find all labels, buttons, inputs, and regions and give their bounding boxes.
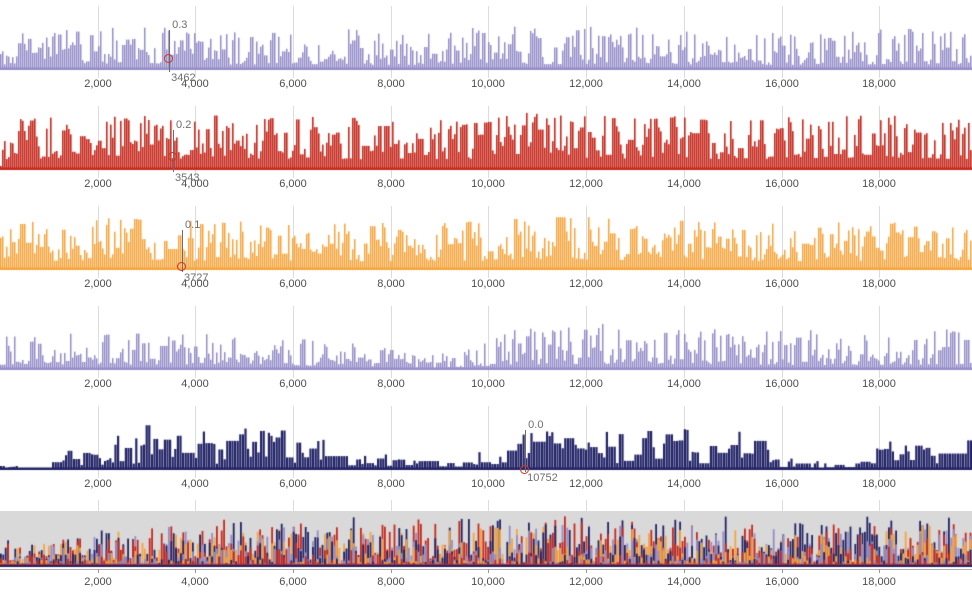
axis-tick-label: 14,000 [667, 576, 701, 588]
axis-tick-label: 10,000 [471, 278, 505, 290]
axis-tick-label: 10,000 [471, 178, 505, 190]
axis-tick-label: 10,000 [471, 576, 505, 588]
axis-tick-label: 8,000 [377, 378, 405, 390]
cursor-position-label: 10752 [527, 472, 558, 484]
axis-tick-label: 6,000 [279, 78, 307, 90]
axis-tick-label: 12,000 [569, 278, 603, 290]
x-axis-tick [391, 569, 392, 573]
cursor-value-label: 0.0 [528, 419, 544, 431]
axis-tick-label: 18,000 [862, 278, 896, 290]
cursor-line [525, 430, 526, 472]
cursor-value-label: 0.1 [185, 219, 201, 231]
axis-tick-label: 10,000 [471, 478, 505, 490]
axis-tick-label: 2,000 [84, 178, 112, 190]
axis-tick-label: 6,000 [279, 478, 307, 490]
axis-tick-label: 16,000 [765, 478, 799, 490]
track-1-signal-canvas[interactable] [0, 0, 972, 100]
cursor-line [182, 230, 183, 272]
cursor-value-label: 0.3 [172, 19, 188, 31]
axis-tick-label: 8,000 [377, 576, 405, 588]
axis-tick-label: 12,000 [569, 478, 603, 490]
axis-tick-label: 18,000 [862, 378, 896, 390]
x-axis-tick [684, 569, 685, 573]
axis-tick-label: 8,000 [377, 278, 405, 290]
axis-tick-label: 14,000 [667, 378, 701, 390]
axis-tick-label: 14,000 [667, 278, 701, 290]
axis-tick-label: 16,000 [765, 278, 799, 290]
axis-tick-label: 16,000 [765, 576, 799, 588]
axis-tick-label: 6,000 [279, 576, 307, 588]
signal-track-3: 2,000 4,000 6,000 8,000 10,000 12,000 14,000 16… [0, 200, 972, 300]
axis-tick-label: 12,000 [569, 378, 603, 390]
cursor-value-label: 0.2 [176, 119, 192, 131]
axis-tick-label: 14,000 [667, 478, 701, 490]
axis-tick-label: 8,000 [377, 478, 405, 490]
axis-tick-label: 4,000 [181, 278, 209, 290]
axis-tick-label: 6,000 [279, 278, 307, 290]
axis-tick-label: 2,000 [84, 278, 112, 290]
x-axis-tick [782, 569, 783, 573]
track-4-signal-canvas[interactable] [0, 300, 972, 400]
overlay-track-6-overlay: 2,000 4,000 6,000 8,000 10,000 12,000 14,000 16… [0, 500, 972, 603]
axis-tick-label: 2,000 [84, 478, 112, 490]
x-axis-tick [293, 569, 294, 573]
value-marker-icon [177, 262, 187, 271]
track-5-signal-canvas[interactable] [0, 400, 972, 500]
axis-tick-label: 4,000 [181, 478, 209, 490]
axis-tick-label: 4,000 [181, 178, 209, 190]
axis-tick-label: 2,000 [84, 378, 112, 390]
x-axis-line [0, 569, 972, 570]
axis-tick-label: 14,000 [667, 78, 701, 90]
axis-tick-label: 16,000 [765, 78, 799, 90]
track-2-signal-canvas[interactable] [0, 100, 972, 200]
cursor-position-label: 3543 [175, 172, 200, 184]
cursor-line [173, 130, 174, 172]
x-axis-tick [879, 569, 880, 573]
signal-track-5: 2,000 4,000 6,000 8,000 10,000 12,000 14,000 16… [0, 400, 972, 500]
axis-tick-label: 12,000 [569, 78, 603, 90]
overlay-signal-canvas[interactable] [0, 500, 972, 569]
axis-tick-label: 8,000 [377, 178, 405, 190]
axis-tick-label: 16,000 [765, 178, 799, 190]
axis-tick-label: 10,000 [471, 78, 505, 90]
track-3-signal-canvas[interactable] [0, 200, 972, 300]
axis-tick-label: 16,000 [765, 378, 799, 390]
x-axis-tick [488, 569, 489, 573]
signal-track-2: 2,000 4,000 6,000 8,000 10,000 12,000 14,000 16… [0, 100, 972, 200]
axis-tick-label: 18,000 [862, 78, 896, 90]
axis-tick-label: 18,000 [862, 478, 896, 490]
signal-track-4: 2,000 4,000 6,000 8,000 10,000 12,000 14,000 16… [0, 300, 972, 400]
axis-tick-label: 8,000 [377, 78, 405, 90]
axis-tick-label: 18,000 [862, 576, 896, 588]
x-axis-tick [195, 569, 196, 573]
x-axis-tick [586, 569, 587, 573]
value-marker-icon [164, 54, 174, 63]
cursor-position-label: 3727 [184, 272, 209, 284]
axis-tick-label: 12,000 [569, 576, 603, 588]
axis-tick-label: 4,000 [181, 78, 209, 90]
value-marker-icon [520, 465, 530, 474]
x-axis-tick [98, 569, 99, 573]
axis-tick-label: 4,000 [181, 378, 209, 390]
cursor-position-label: 3462 [171, 72, 196, 84]
signal-track-1: 2,000 4,000 6,000 8,000 10,000 12,000 14,000 16… [0, 0, 972, 100]
axis-tick-label: 6,000 [279, 178, 307, 190]
axis-tick-label: 4,000 [181, 576, 209, 588]
axis-tick-label: 6,000 [279, 378, 307, 390]
axis-tick-label: 2,000 [84, 78, 112, 90]
axis-tick-label: 10,000 [471, 378, 505, 390]
value-marker-icon [168, 152, 178, 161]
axis-tick-label: 12,000 [569, 178, 603, 190]
axis-tick-label: 2,000 [84, 576, 112, 588]
axis-tick-label: 14,000 [667, 178, 701, 190]
cursor-line [169, 30, 170, 72]
axis-tick-label: 18,000 [862, 178, 896, 190]
